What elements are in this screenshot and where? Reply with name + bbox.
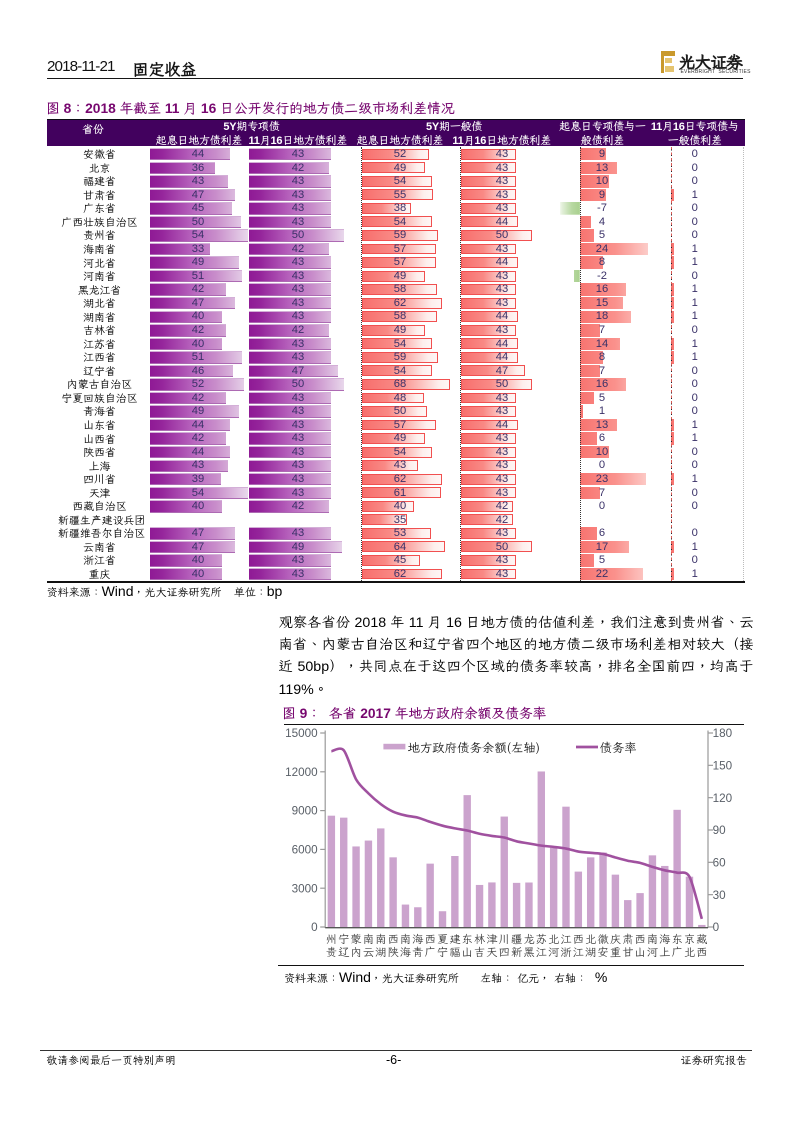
svg-text:0: 0 [713, 921, 720, 934]
svg-text:30: 30 [713, 889, 727, 902]
svg-text:12000: 12000 [285, 766, 318, 779]
svg-text:15000: 15000 [285, 727, 318, 740]
svg-text:120: 120 [713, 792, 733, 805]
svg-text:9000: 9000 [292, 805, 319, 818]
svg-text:180: 180 [713, 727, 733, 740]
svg-text:债务率: 债务率 [600, 739, 637, 756]
svg-text:150: 150 [713, 759, 733, 772]
svg-text:6000: 6000 [292, 844, 319, 857]
svg-text:90: 90 [713, 824, 727, 837]
svg-text:60: 60 [713, 856, 727, 869]
svg-text:地方政府债务余额(左轴): 地方政府债务余额(左轴) [408, 739, 541, 756]
svg-text:0: 0 [311, 921, 318, 934]
svg-text:3000: 3000 [292, 882, 319, 895]
